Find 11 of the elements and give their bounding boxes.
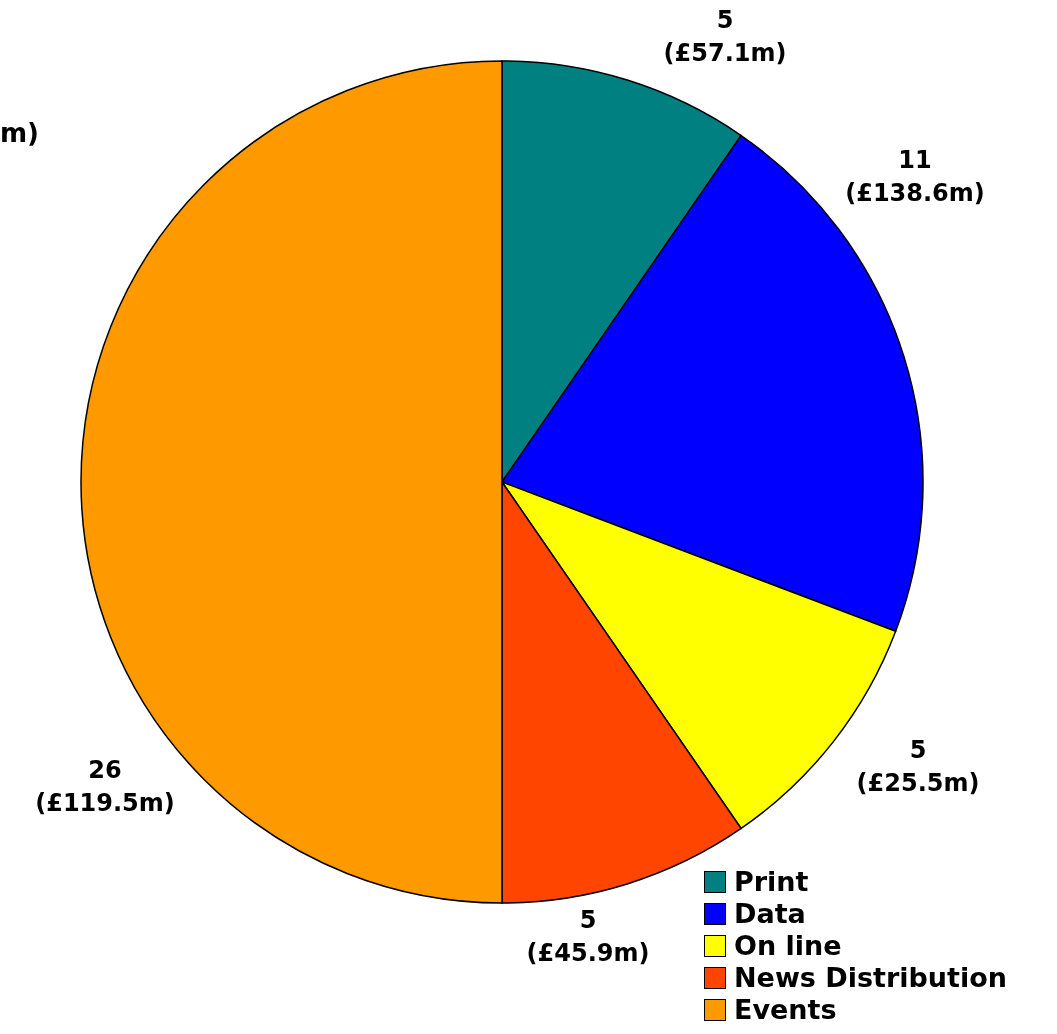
legend-label: On line [734, 930, 842, 962]
text: m) [0, 118, 39, 148]
data-label: 5 (£25.5m) [856, 736, 980, 797]
legend-label: News Distribution [734, 962, 1008, 994]
legend-label: Print [734, 866, 809, 898]
data-label: 11 (£138.6m) [845, 146, 985, 207]
legend-label: Data [734, 898, 806, 930]
data-label: 26 (£119.5m) [35, 756, 175, 817]
data-label: 5 (£57.1m) [663, 6, 787, 67]
data-label: 5 (£45.9m) [526, 906, 650, 967]
legend-label: Events [734, 994, 837, 1026]
